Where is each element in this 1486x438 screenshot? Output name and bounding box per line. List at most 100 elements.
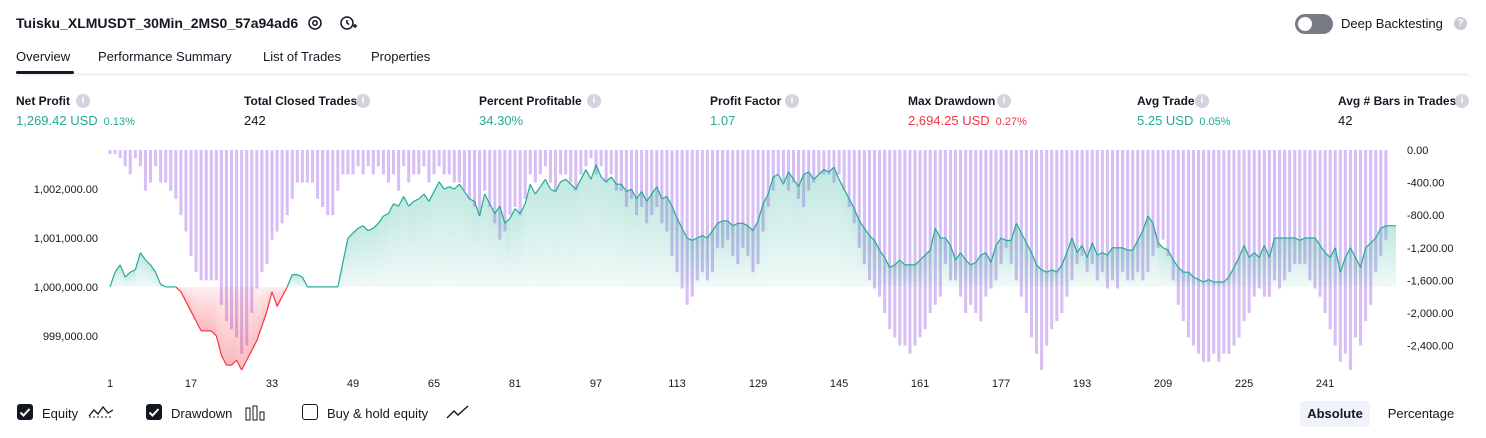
equity-gain-area	[145, 260, 151, 287]
equity-gain-area	[1370, 238, 1376, 287]
equity-gain-area	[403, 196, 409, 287]
equity-checkbox[interactable]	[17, 404, 33, 420]
info-icon[interactable]: i	[785, 94, 799, 108]
info-icon[interactable]: i	[997, 94, 1011, 108]
equity-line-segment	[777, 174, 784, 185]
equity-gain-area	[975, 255, 981, 287]
drawdown-bar	[1222, 150, 1226, 354]
drawdown-bar	[543, 150, 547, 167]
equity-gain-area	[494, 206, 500, 287]
absolute-button[interactable]: Absolute	[1300, 401, 1370, 427]
equity-line-segment	[261, 311, 268, 327]
drawdown-bar	[133, 150, 137, 159]
drawdown-bar	[331, 150, 335, 216]
x-axis-tick: 129	[748, 378, 768, 390]
equity-line-segment	[884, 257, 891, 268]
tab-overview[interactable]: Overview	[16, 49, 71, 64]
equity-gain-area	[1325, 252, 1331, 287]
equity-loss-area	[241, 286, 247, 370]
drawdown-bar	[994, 150, 998, 281]
equity-gain-area	[596, 164, 602, 287]
info-icon[interactable]: i	[1455, 94, 1469, 108]
equity-line-segment	[1268, 237, 1276, 258]
tab-performance-summary[interactable]: Performance Summary	[98, 49, 232, 64]
equity-gain-area	[996, 238, 1002, 287]
drawdown-bar	[1070, 150, 1074, 281]
drawdown-bar	[1359, 150, 1363, 346]
drawdown-bar	[943, 150, 947, 265]
add-alert-icon[interactable]	[338, 13, 358, 33]
percentage-button[interactable]: Percentage	[1387, 406, 1455, 421]
equity-line-segment	[433, 181, 440, 192]
deep-backtesting-toggle[interactable]	[1295, 14, 1333, 34]
drawdown-bar	[533, 150, 537, 183]
equity-line-segment	[1036, 264, 1043, 271]
equity-gain-area	[879, 250, 885, 287]
equity-line-segment	[808, 171, 815, 180]
drawdown-bar	[179, 150, 183, 216]
equity-gain-area	[844, 189, 850, 287]
equity-gain-area	[1345, 247, 1351, 287]
equity-line-segment	[1228, 267, 1235, 278]
equity-line-segment	[1334, 247, 1341, 273]
drawdown-bar	[1323, 150, 1327, 313]
equity-gain-area	[1097, 252, 1103, 287]
drawdown-bar	[214, 150, 218, 281]
equity-line-segment	[1253, 252, 1260, 258]
equity-line-segment	[1354, 257, 1362, 268]
info-icon[interactable]: i	[76, 94, 90, 108]
equity-line-segment	[438, 181, 445, 190]
info-icon[interactable]: i	[356, 94, 370, 108]
info-icon[interactable]: i	[587, 94, 601, 108]
drawdown-bar	[184, 150, 188, 232]
equity-line-segment	[555, 181, 562, 192]
equity-label: Equity	[42, 406, 79, 421]
equity-line-segment	[453, 183, 460, 190]
equity-gain-area	[388, 203, 394, 287]
equity-line-segment	[1294, 237, 1301, 241]
drawdown-bar	[1004, 150, 1008, 248]
buy-hold-checkbox[interactable]	[302, 404, 318, 420]
drawdown-bar	[164, 150, 168, 183]
equity-line-segment	[539, 178, 546, 188]
drawdown-bar	[1212, 150, 1216, 354]
equity-gain-area	[454, 184, 460, 287]
equity-gain-area	[469, 198, 475, 287]
tab-properties[interactable]: Properties	[371, 49, 431, 64]
drawdown-bar	[731, 150, 735, 256]
equity-gain-area	[889, 264, 895, 287]
equity-line-segment	[408, 200, 415, 207]
equity-loss-area	[236, 286, 242, 370]
equity-gain-area	[520, 203, 526, 287]
drawdown-bar	[1171, 150, 1175, 281]
settings-icon[interactable]	[305, 13, 325, 33]
info-icon[interactable]: i	[1195, 94, 1209, 108]
drawdown-bar	[311, 150, 315, 183]
tab-list-of-trades[interactable]: List of Trades	[263, 49, 342, 64]
drawdown-bar	[559, 150, 563, 175]
drawdown-bar	[412, 150, 416, 175]
equity-gain-area	[1304, 238, 1310, 287]
equity-line-segment	[377, 215, 384, 224]
equity-loss-area	[226, 286, 232, 366]
equity-gain-area	[1335, 247, 1341, 287]
drawdown-bar	[984, 150, 988, 297]
equity-line-segment	[1188, 271, 1194, 278]
drawdown-bar	[898, 150, 902, 346]
stat-value-net-profit: 1,269.42 USD 0.13%	[16, 113, 135, 128]
equity-line-segment	[1177, 266, 1184, 273]
help-icon[interactable]: ?	[1454, 17, 1467, 30]
equity-gain-area	[747, 225, 753, 287]
drawdown-bar	[397, 150, 401, 191]
equity-drawdown-chart[interactable]: 1,002,000.00 1,001,000.00 1,000,000.00 999,…	[0, 140, 1486, 372]
drawdown-checkbox[interactable]	[146, 404, 162, 420]
buy-hold-label: Buy & hold equity	[327, 406, 429, 421]
drawdown-bar	[351, 150, 355, 175]
equity-gain-area	[545, 179, 551, 287]
drawdown-bar	[209, 150, 213, 281]
equity-line-segment	[1081, 245, 1088, 258]
equity-line-segment	[372, 222, 379, 229]
drawdown-bar	[721, 150, 725, 248]
equity-line-segment	[1157, 242, 1164, 249]
drawdown-bar	[1288, 150, 1292, 273]
